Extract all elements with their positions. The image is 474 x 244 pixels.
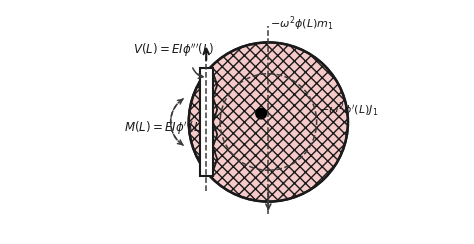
Circle shape bbox=[189, 42, 348, 202]
Circle shape bbox=[256, 108, 266, 119]
Bar bbox=[200, 68, 213, 176]
Text: $M(L) = EI\phi^{\prime\prime}(L)$: $M(L) = EI\phi^{\prime\prime}(L)$ bbox=[124, 119, 205, 137]
Text: $-\omega^2\phi^{\prime}(L)J_1$: $-\omega^2\phi^{\prime}(L)J_1$ bbox=[319, 100, 378, 119]
Text: $V(L) = EI\phi^{\prime\prime\prime}(L)$: $V(L) = EI\phi^{\prime\prime\prime}(L)$ bbox=[133, 42, 215, 60]
Text: $-\omega^2\phi(L)m_1$: $-\omega^2\phi(L)m_1$ bbox=[270, 15, 333, 33]
